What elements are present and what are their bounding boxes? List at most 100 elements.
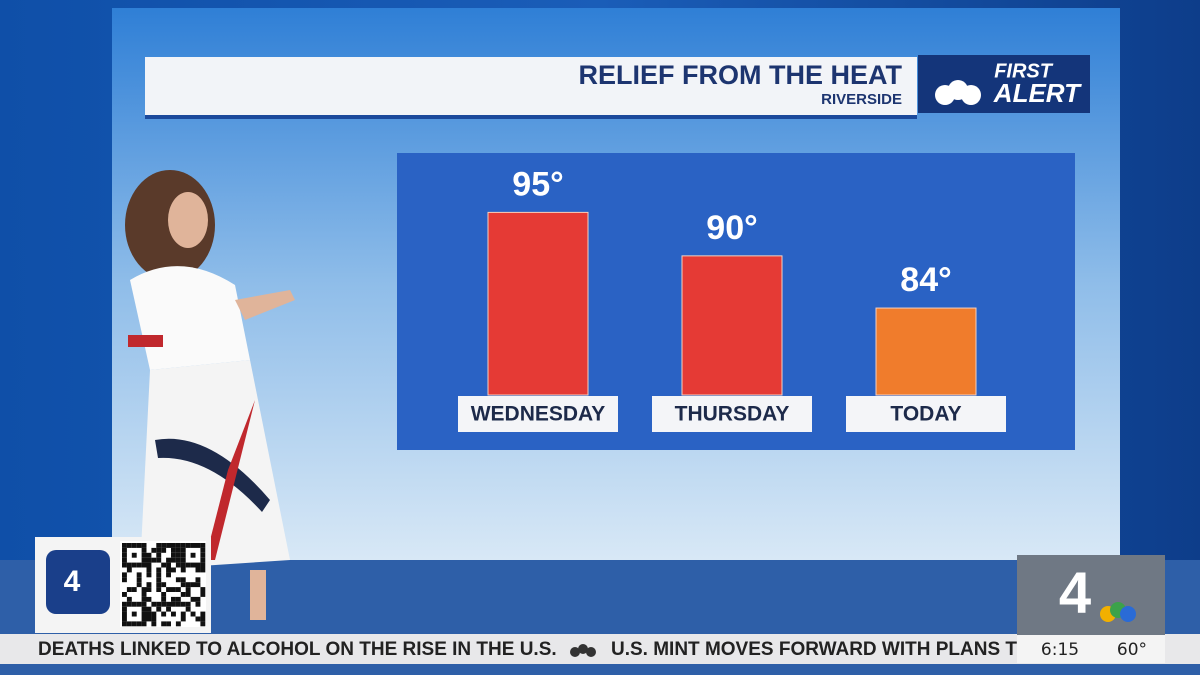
qr-module xyxy=(146,616,152,622)
qr-module xyxy=(122,601,127,607)
qr-module xyxy=(156,567,162,573)
qr-module xyxy=(122,621,127,627)
qr-module xyxy=(190,596,196,602)
qr-module xyxy=(131,543,137,548)
qr-module xyxy=(126,567,132,573)
qr-module xyxy=(131,611,137,617)
qr-module xyxy=(146,572,152,578)
qr-module xyxy=(195,562,201,568)
qr-module xyxy=(161,562,167,568)
qr-module xyxy=(146,587,152,592)
qr-module xyxy=(185,587,191,592)
qr-module xyxy=(146,552,152,558)
qr-module xyxy=(122,616,127,622)
qr-module xyxy=(166,562,171,568)
qr-module xyxy=(190,562,196,568)
qr-module xyxy=(156,601,162,607)
qr-module xyxy=(131,587,137,592)
qr-module xyxy=(141,616,147,622)
qr-module xyxy=(122,552,127,558)
corner-logo: 4 xyxy=(1059,560,1091,625)
qr-module xyxy=(126,601,132,607)
title: RELIEF FROM THE HEAT xyxy=(579,60,903,90)
qr-module xyxy=(151,557,157,563)
qr-module xyxy=(190,543,196,548)
qr-module xyxy=(161,601,167,607)
qr-module xyxy=(141,552,147,558)
qr-module xyxy=(136,543,142,548)
qr-module xyxy=(200,567,206,573)
qr-module xyxy=(122,557,127,563)
qr-module xyxy=(141,562,147,568)
qr-module xyxy=(171,543,176,548)
qr-module xyxy=(122,572,127,578)
qr-module xyxy=(161,596,167,602)
qr-module xyxy=(190,611,196,617)
qr-module xyxy=(175,557,181,563)
qr-module xyxy=(151,616,157,622)
brand-alert: ALERT xyxy=(993,78,1082,108)
qr-module xyxy=(195,567,201,573)
clock-temperature: 60° xyxy=(1117,640,1147,660)
qr-module xyxy=(126,587,132,592)
category-label: TODAY xyxy=(890,403,961,426)
qr-module xyxy=(175,596,181,602)
qr-module xyxy=(136,601,142,607)
qr-module xyxy=(185,562,191,568)
qr-module xyxy=(122,577,127,583)
qr-module xyxy=(141,547,147,553)
clock-time: 6:15 xyxy=(1041,640,1079,660)
qr-module xyxy=(195,543,201,548)
qr-module xyxy=(146,596,152,602)
qr-module xyxy=(161,547,167,553)
qr-module xyxy=(190,552,196,558)
qr-module xyxy=(146,582,152,588)
qr-module xyxy=(175,577,181,583)
qr-module xyxy=(151,547,157,553)
qr-module xyxy=(171,547,176,553)
qr-module xyxy=(175,601,181,607)
qr-module xyxy=(141,557,147,563)
qr-module xyxy=(141,587,147,592)
qr-module xyxy=(151,621,157,627)
qr-module xyxy=(166,621,171,627)
qr-module xyxy=(180,616,186,622)
qr-module xyxy=(161,611,167,617)
qr-module xyxy=(171,587,176,592)
qr-module xyxy=(175,587,181,592)
qr-module xyxy=(195,601,201,607)
qr-module xyxy=(156,543,162,548)
station-badge xyxy=(46,550,110,614)
qr-module xyxy=(175,562,181,568)
qr-module xyxy=(136,582,142,588)
qr-module xyxy=(171,596,176,602)
qr-module xyxy=(122,611,127,617)
qr-module xyxy=(185,582,191,588)
qr-module xyxy=(156,587,162,592)
qr-module xyxy=(171,557,176,563)
qr-module xyxy=(180,611,186,617)
qr-module xyxy=(146,606,152,612)
corner-peacock xyxy=(1100,602,1136,622)
ticker-item: U.S. MINT MOVES FORWARD WITH PLANS T xyxy=(611,639,1017,660)
qr-module xyxy=(171,552,176,558)
qr-module xyxy=(175,543,181,548)
qr-module xyxy=(122,592,127,597)
qr-module xyxy=(156,557,162,563)
qr-module xyxy=(141,606,147,612)
value-label: 95° xyxy=(512,165,563,203)
qr-module xyxy=(156,552,162,558)
qr-module xyxy=(141,621,147,627)
qr-module xyxy=(166,543,171,548)
qr-module xyxy=(195,596,201,602)
qr-module xyxy=(131,621,137,627)
qr-module xyxy=(136,577,142,583)
category-box xyxy=(846,396,1006,432)
qr-module xyxy=(126,562,132,568)
category-label: THURSDAY xyxy=(675,403,790,426)
qr-module xyxy=(151,611,157,617)
qr-module xyxy=(131,552,137,558)
qr-module xyxy=(200,557,206,563)
qr-module xyxy=(146,611,152,617)
